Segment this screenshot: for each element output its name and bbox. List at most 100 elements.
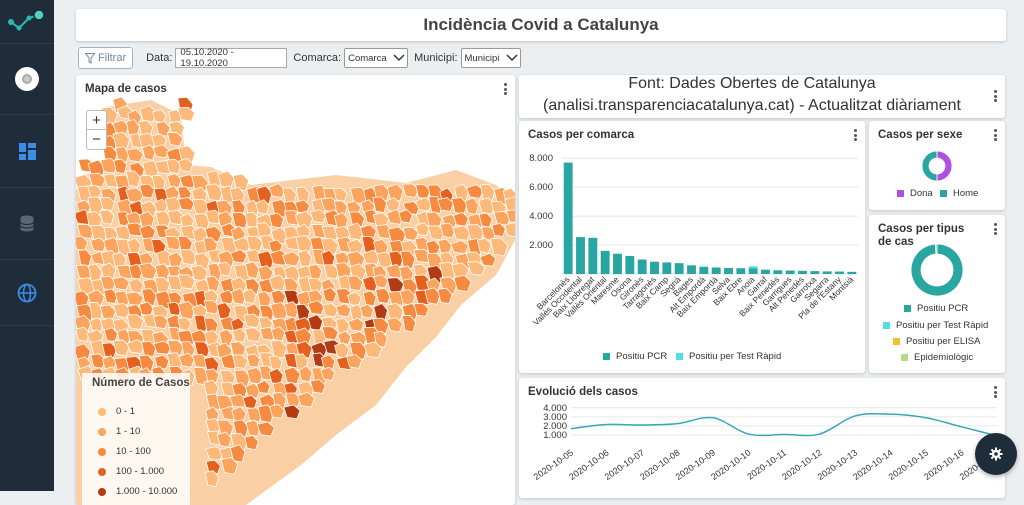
map-municipality[interactable] [346,238,364,255]
bar[interactable] [674,263,684,274]
map-municipality[interactable] [333,187,348,202]
map-municipality[interactable] [128,263,143,280]
map-municipality[interactable] [242,288,257,304]
map-municipality[interactable] [125,187,144,204]
map-municipality[interactable] [321,303,339,318]
map-municipality[interactable] [204,329,219,346]
map-municipality[interactable] [415,184,431,200]
map-municipality[interactable] [139,183,155,199]
bar[interactable] [600,250,610,274]
map-municipality[interactable] [295,303,310,323]
bar[interactable] [588,237,598,274]
filter-button[interactable]: Filtrar [78,47,134,69]
map-municipality[interactable] [268,239,283,254]
map-municipality[interactable] [112,119,130,135]
map-municipality[interactable] [310,341,328,357]
map-municipality[interactable] [295,186,310,204]
map-municipality[interactable] [142,159,160,178]
map-municipality[interactable] [204,368,220,384]
map-municipality[interactable] [257,291,272,309]
map-municipality[interactable] [451,197,468,215]
map-municipality[interactable] [307,314,324,331]
map-municipality[interactable] [88,317,104,333]
map-municipality[interactable] [231,327,247,343]
map-municipality[interactable] [294,327,313,346]
map-municipality[interactable] [425,239,441,256]
map-municipality[interactable] [168,109,183,125]
pie-slice[interactable] [921,150,938,182]
map-municipality[interactable] [268,274,287,292]
settings-fab-button[interactable] [975,433,1017,475]
map-municipality[interactable] [141,144,156,161]
map-municipality[interactable] [400,250,416,269]
map-municipality[interactable] [373,303,388,321]
map-municipality[interactable] [154,354,170,370]
map-municipality[interactable] [246,353,261,368]
map-municipality[interactable] [333,212,349,230]
map-municipality[interactable] [284,392,302,408]
map-municipality[interactable] [281,251,301,267]
map-municipality[interactable] [375,287,391,304]
map-municipality[interactable] [320,366,336,381]
map-municipality[interactable] [231,212,249,229]
map-municipality[interactable] [387,226,407,245]
map-municipality[interactable] [466,224,485,242]
map-municipality[interactable] [166,132,184,147]
map-municipality[interactable] [256,185,273,205]
map-municipality[interactable] [164,196,182,213]
map-menu-icon[interactable] [503,83,507,95]
map-municipality[interactable] [413,302,430,317]
map-municipality[interactable] [152,314,169,330]
sidebar-item-database[interactable] [0,188,54,260]
map-municipality[interactable] [203,379,219,398]
map-municipality[interactable] [114,225,133,241]
map-municipality[interactable] [128,278,144,294]
map-municipality[interactable] [177,316,192,332]
map-municipality[interactable] [283,404,301,420]
map-municipality[interactable] [76,343,91,363]
map-municipality[interactable] [205,183,224,202]
map-municipality[interactable] [177,300,196,320]
map-municipality[interactable] [246,235,264,252]
bar[interactable] [761,269,770,274]
map-municipality[interactable] [346,354,363,369]
map-municipality[interactable] [153,198,169,213]
map-municipality[interactable] [294,316,313,334]
map-municipality[interactable] [217,419,234,437]
map-municipality[interactable] [363,341,383,359]
map-municipality[interactable] [113,158,128,175]
map-municipality[interactable] [373,274,389,289]
map-municipality[interactable] [76,235,89,251]
map-municipality[interactable] [386,183,404,202]
map-municipality[interactable] [166,173,182,189]
sidebar-item-map[interactable] [0,260,54,326]
map-municipality[interactable] [282,187,297,205]
bar[interactable] [637,259,647,274]
map-municipality[interactable] [298,365,313,383]
map-municipality[interactable] [320,238,339,255]
bar[interactable] [687,265,696,274]
map-municipality[interactable] [203,317,219,334]
series-line[interactable] [570,412,998,437]
map-municipality[interactable] [76,290,90,308]
map-municipality[interactable] [99,304,117,321]
map-municipality[interactable] [309,379,326,394]
bar[interactable] [724,267,733,274]
bar[interactable] [711,267,721,274]
map-municipality[interactable] [155,121,171,137]
bar[interactable] [835,271,844,274]
map-municipality[interactable] [297,391,316,408]
map-municipality[interactable] [320,249,336,268]
municipi-select[interactable]: Municipi [460,48,521,68]
map-municipality[interactable] [333,200,348,216]
map-municipality[interactable] [505,209,515,223]
map-municipality[interactable] [177,196,195,211]
date-range-input[interactable]: 05.10.2020 - 19.10.2020 [175,47,288,69]
bar-stacked[interactable] [748,266,758,269]
map-municipality[interactable] [372,196,388,214]
map-municipality[interactable] [245,419,261,437]
map-municipality[interactable] [335,303,352,318]
map-municipality[interactable] [86,329,104,344]
map-municipality[interactable] [177,157,194,173]
map-municipality[interactable] [100,262,117,280]
